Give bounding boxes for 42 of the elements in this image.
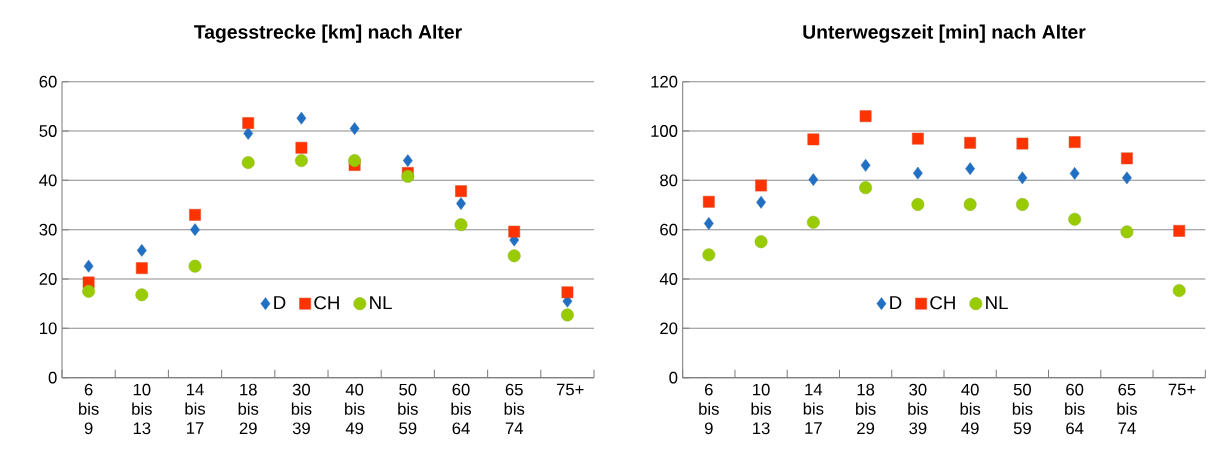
x-tick-label: 6 bis 9 xyxy=(79,383,99,435)
x-tick-label: 75+ xyxy=(1168,383,1196,396)
x-tick-label: 40 bis 49 xyxy=(960,383,981,435)
legend-label: D xyxy=(274,296,286,310)
x-tick-label: 75+ xyxy=(556,383,584,396)
x-tick-label: 50 bis 59 xyxy=(398,383,418,435)
y-tick-label: 30 xyxy=(39,223,57,236)
x-tick-label: 60 bis 64 xyxy=(1065,383,1085,435)
y-tick-label: 60 xyxy=(39,75,57,88)
legend-label: NL xyxy=(370,296,392,310)
x-tick-label: 14 bis 17 xyxy=(185,383,206,435)
chart-title: Tagesstrecke [km] nach Alter xyxy=(194,24,462,43)
x-tick-label: 6 bis 9 xyxy=(699,383,719,435)
y-tick-label: 40 xyxy=(39,174,57,187)
legend-label: CH xyxy=(314,296,339,310)
x-tick-label: 40 bis 49 xyxy=(345,383,365,435)
y-tick-label: 40 xyxy=(659,273,678,286)
y-tick-label: 0 xyxy=(48,371,57,384)
x-tick-label: 18 bis 29 xyxy=(856,383,876,435)
y-tick-label: 120 xyxy=(651,75,678,88)
y-tick-label: 0 xyxy=(669,371,678,384)
y-tick-label: 60 xyxy=(660,223,678,236)
chart-title: Unterwegszeit [min] nach Alter xyxy=(803,24,1086,43)
x-tick-label: 65 bis 74 xyxy=(504,383,525,435)
x-tick-label: 30 bis 39 xyxy=(291,383,312,435)
y-tick-label: 100 xyxy=(651,125,678,138)
y-tick-label: 10 xyxy=(40,322,57,335)
y-tick-label: 20 xyxy=(660,322,678,335)
x-tick-label: 60 bis 64 xyxy=(451,383,472,435)
legend-label: D xyxy=(890,296,902,310)
x-tick-label: 10 bis 13 xyxy=(751,383,772,435)
y-tick-label: 20 xyxy=(39,273,57,286)
y-tick-label: 50 xyxy=(39,125,57,138)
legend-label: CH xyxy=(930,296,955,310)
x-tick-label: 10 bis 13 xyxy=(132,383,152,435)
x-tick-label: 50 bis 59 xyxy=(1012,383,1033,435)
x-tick-label: 14 bis 17 xyxy=(803,383,824,435)
x-tick-label: 18 bis 29 xyxy=(238,383,259,435)
y-tick-label: 80 xyxy=(660,174,678,187)
x-tick-label: 65 bis 74 xyxy=(1117,383,1137,435)
legend-label: NL xyxy=(986,296,1008,310)
x-tick-label: 30 bis 39 xyxy=(908,383,928,435)
